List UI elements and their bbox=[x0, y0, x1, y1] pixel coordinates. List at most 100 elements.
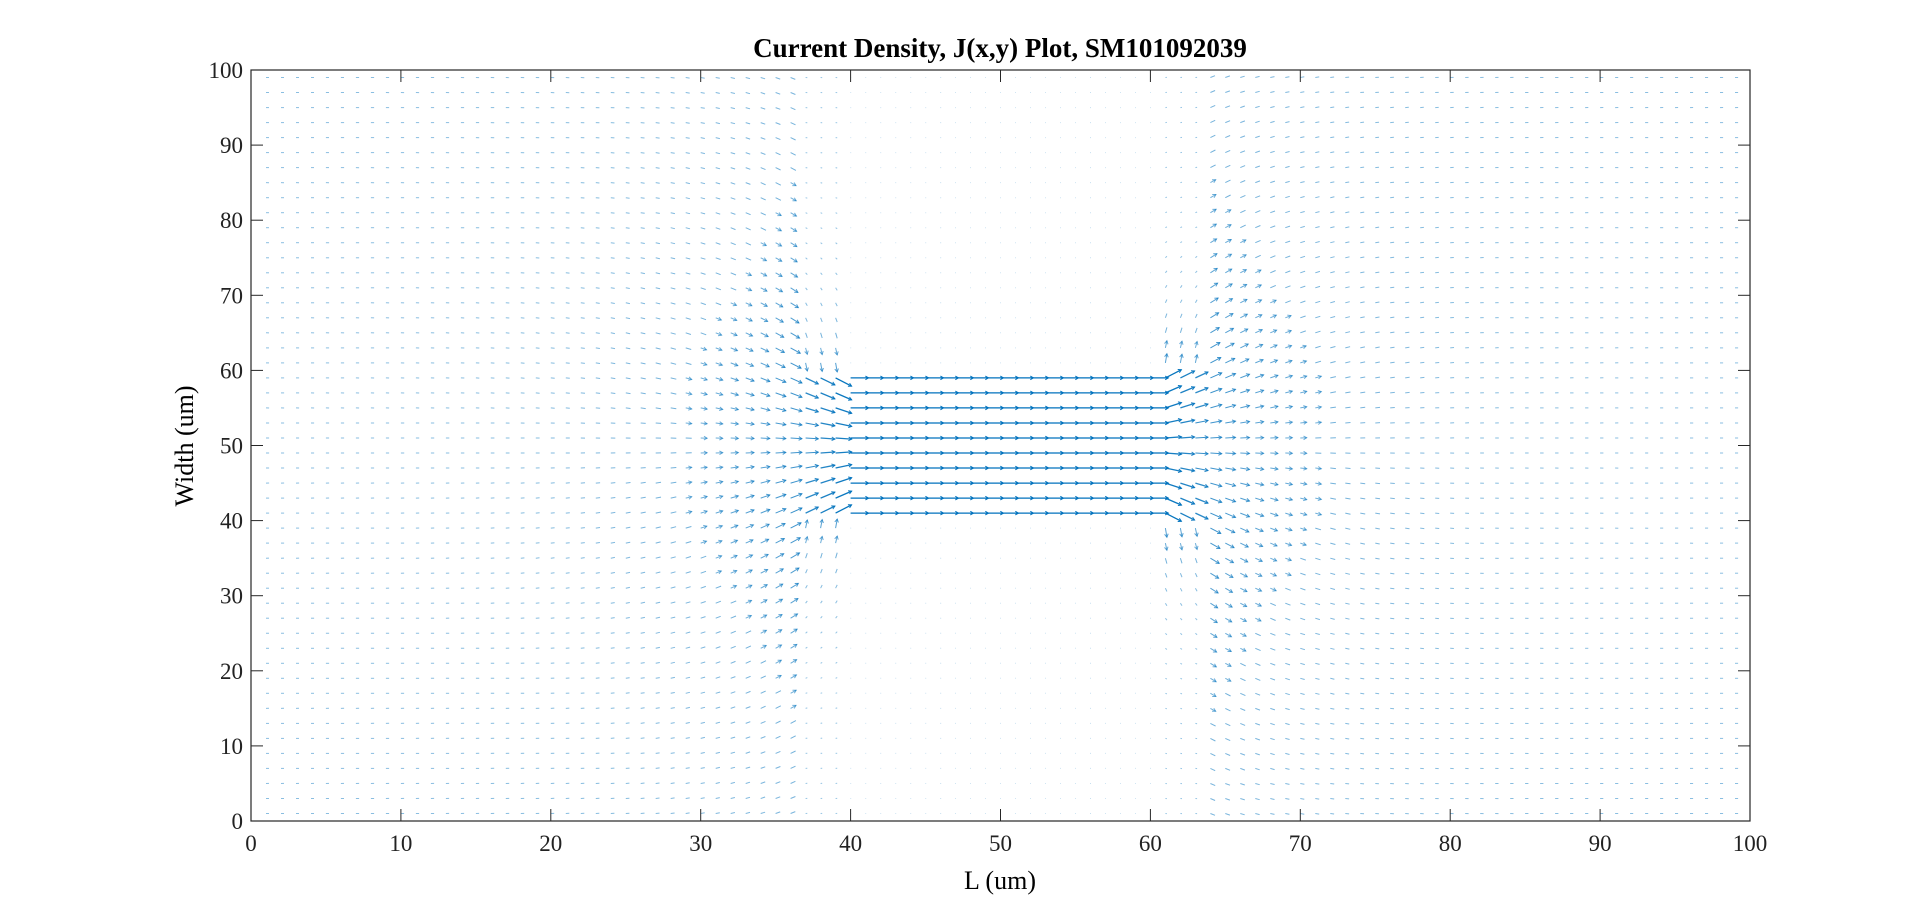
field-arrow bbox=[1225, 677, 1232, 682]
field-arrow bbox=[670, 571, 676, 574]
field-arrow bbox=[655, 122, 660, 124]
field-arrow bbox=[805, 465, 819, 469]
field-arrow bbox=[790, 377, 803, 384]
field-arrow bbox=[820, 519, 823, 529]
field-arrow bbox=[640, 541, 646, 544]
field-arrow-head bbox=[834, 368, 839, 373]
field-arrow-head bbox=[831, 436, 836, 441]
field-arrow bbox=[1240, 90, 1245, 93]
field-arrow bbox=[655, 182, 660, 184]
field-arrow-head bbox=[1217, 530, 1222, 534]
field-arrow bbox=[760, 452, 770, 454]
field-arrow bbox=[1210, 783, 1216, 787]
field-arrow bbox=[1300, 497, 1307, 501]
field-arrow-head bbox=[1259, 404, 1265, 409]
field-arrow bbox=[580, 527, 585, 529]
field-arrow-head bbox=[1217, 483, 1223, 488]
field-arrow-head bbox=[1194, 353, 1199, 359]
field-arrow bbox=[1330, 632, 1335, 635]
field-arrow bbox=[1375, 196, 1380, 199]
field-arrow bbox=[760, 675, 767, 679]
field-arrow bbox=[625, 407, 631, 409]
field-arrow bbox=[1165, 418, 1182, 424]
field-arrow bbox=[1405, 587, 1410, 590]
field-arrow-head bbox=[795, 319, 800, 324]
field-arrow bbox=[685, 511, 692, 514]
field-arrow bbox=[1390, 632, 1395, 635]
field-arrow-head bbox=[688, 376, 693, 381]
field-arrow-head bbox=[1260, 466, 1265, 472]
field-arrow bbox=[715, 555, 722, 559]
field-arrow bbox=[655, 511, 662, 514]
field-arrow bbox=[1285, 406, 1293, 409]
field-arrow bbox=[715, 167, 721, 170]
field-arrow-head bbox=[1217, 372, 1223, 377]
field-arrow bbox=[1225, 722, 1231, 727]
field-arrow bbox=[1225, 767, 1231, 771]
field-arrow bbox=[1194, 572, 1198, 578]
field-arrow bbox=[1194, 299, 1198, 304]
field-arrow bbox=[1270, 617, 1276, 621]
field-arrow-head bbox=[718, 391, 724, 397]
field-arrow bbox=[1300, 587, 1306, 591]
field-arrow bbox=[1210, 104, 1216, 109]
field-arrow bbox=[1225, 239, 1232, 244]
field-arrow bbox=[1285, 512, 1293, 516]
field-arrow bbox=[760, 92, 766, 95]
field-arrow-head bbox=[792, 689, 798, 694]
field-arrow bbox=[1240, 602, 1247, 607]
field-arrow bbox=[700, 797, 705, 799]
field-arrow bbox=[1270, 180, 1276, 184]
field-arrow bbox=[745, 107, 751, 110]
field-arrow bbox=[1165, 662, 1168, 665]
field-arrow bbox=[1270, 255, 1276, 259]
field-arrow bbox=[700, 317, 707, 321]
field-arrow bbox=[670, 377, 677, 380]
field-arrow bbox=[805, 584, 808, 589]
field-arrow-head bbox=[1258, 558, 1264, 563]
field-arrow bbox=[610, 242, 615, 244]
field-arrow bbox=[715, 585, 722, 589]
field-arrow-head bbox=[733, 539, 739, 544]
field-arrow-head bbox=[733, 347, 739, 352]
field-arrow bbox=[640, 616, 645, 619]
field-arrow bbox=[700, 377, 708, 381]
field-arrow bbox=[1240, 557, 1248, 563]
field-arrow-head bbox=[778, 629, 783, 634]
field-arrow-head bbox=[1257, 617, 1262, 622]
field-arrow-head bbox=[793, 243, 798, 248]
field-arrow bbox=[805, 492, 819, 499]
field-arrow-head bbox=[1288, 512, 1294, 517]
field-arrow bbox=[685, 107, 690, 109]
field-arrow bbox=[1360, 497, 1366, 500]
field-arrow-head bbox=[1164, 533, 1169, 539]
field-arrow bbox=[1315, 767, 1320, 770]
field-arrow bbox=[805, 362, 808, 372]
field-arrow bbox=[775, 614, 783, 619]
field-arrow-head bbox=[1287, 344, 1293, 349]
field-arrow bbox=[715, 510, 723, 514]
field-arrow-head bbox=[797, 364, 802, 369]
field-arrow-head bbox=[749, 362, 755, 367]
field-arrow bbox=[1195, 482, 1209, 488]
field-arrow bbox=[835, 646, 838, 649]
field-arrow-head bbox=[734, 494, 740, 499]
field-arrow bbox=[1165, 196, 1168, 199]
field-arrow bbox=[685, 257, 691, 260]
field-arrow bbox=[835, 463, 852, 469]
field-arrow bbox=[1225, 436, 1236, 439]
field-arrow bbox=[760, 437, 770, 439]
field-arrow bbox=[1270, 737, 1275, 741]
field-arrow bbox=[1240, 120, 1246, 124]
field-arrow bbox=[835, 692, 838, 694]
field-arrow-head bbox=[782, 464, 787, 469]
field-arrow bbox=[685, 332, 692, 335]
field-arrow bbox=[1360, 677, 1365, 680]
field-arrow-head bbox=[1288, 374, 1294, 379]
field-arrow bbox=[1225, 313, 1234, 319]
field-arrow-head bbox=[780, 349, 786, 353]
field-arrow bbox=[1210, 149, 1216, 154]
field-arrow-head bbox=[1164, 405, 1170, 411]
field-arrow bbox=[670, 392, 677, 395]
field-arrow bbox=[1164, 602, 1168, 607]
